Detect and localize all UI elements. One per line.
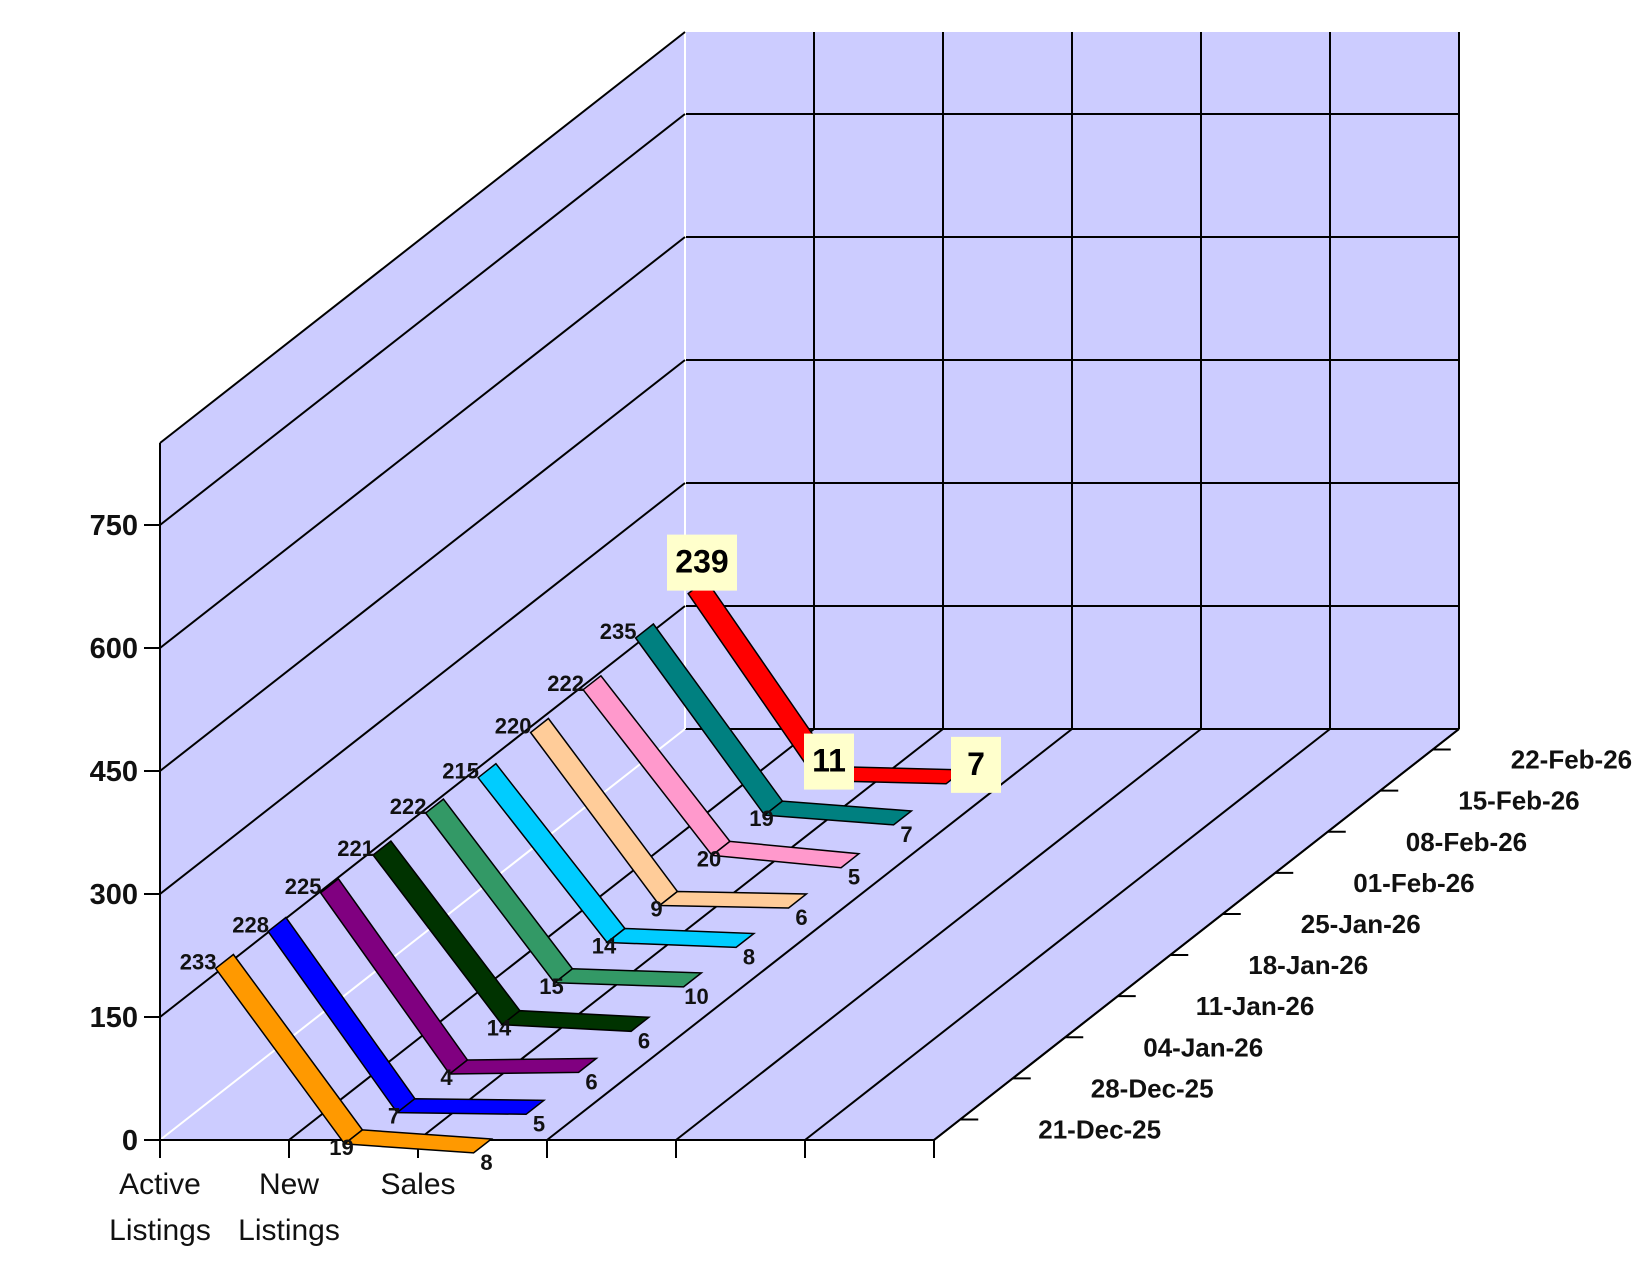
series-segment [342, 1129, 494, 1154]
depth-tick-label: 04-Jan-26 [1143, 1032, 1263, 1062]
series-21-Dec-25 [214, 953, 494, 1154]
x-tick-label-line: Sales [380, 1168, 455, 1201]
data-label: 7 [388, 1104, 400, 1129]
side-wall-grid [159, 605, 686, 1018]
series-04-Jan-26 [319, 877, 599, 1076]
series-18-Jan-26 [424, 798, 704, 988]
series-segment [605, 927, 756, 949]
data-label: 19 [329, 1135, 353, 1160]
data-label: 235 [600, 619, 637, 644]
data-label: 6 [795, 905, 807, 930]
data-label: 4 [440, 1065, 453, 1090]
chart-axes: 0 150 300 450 600 750 Active Listings New Listing… [90, 443, 1632, 1247]
x-tick-label-line: New [259, 1168, 319, 1201]
data-label: 222 [547, 671, 584, 696]
data-label: 11 [812, 743, 846, 779]
data-label: 15 [539, 974, 563, 999]
floor-grid [675, 728, 1202, 1141]
side-wall-top-grid [159, 31, 686, 444]
x-tick-label-line: Listings [238, 1214, 340, 1247]
chart-data-labels: 239 11 7 235 19 7 222 20 5 220 9 6 215 14 8 222 15 10 221 1… [180, 534, 1001, 1175]
depth-tick-label: 21-Dec-25 [1038, 1114, 1161, 1144]
series-segment [500, 1009, 651, 1033]
y-tick-label: 600 [90, 633, 138, 665]
depth-tick-label: 28-Dec-25 [1091, 1073, 1214, 1103]
data-label: 239 [675, 544, 728, 580]
depth-tick-label: 15-Feb-26 [1458, 786, 1579, 816]
y-tick-label: 0 [122, 1125, 138, 1157]
data-label: 8 [480, 1150, 492, 1175]
data-label: 6 [585, 1069, 597, 1094]
depth-tick-label: 01-Feb-26 [1353, 868, 1474, 898]
series-segment [657, 890, 809, 909]
data-label: 7 [900, 822, 912, 847]
data-label: 225 [285, 874, 322, 899]
depth-tick-label: 11-Jan-26 [1196, 991, 1315, 1021]
data-label: 215 [442, 759, 479, 784]
depth-tick-label: 08-Feb-26 [1406, 827, 1527, 857]
side-wall-grid [159, 482, 686, 895]
data-label: 9 [650, 897, 662, 922]
series-segment [762, 800, 914, 826]
data-label: 7 [967, 746, 985, 782]
series-segment [710, 840, 861, 869]
side-wall-grid [159, 113, 686, 526]
depth-axis-line [933, 728, 1460, 1141]
floor-grid [804, 728, 1331, 1141]
x-tick-label: New Listings [238, 1168, 340, 1247]
data-label: 5 [848, 865, 860, 890]
data-label: 8 [743, 944, 755, 969]
x-tick-label: Active Listings [109, 1168, 211, 1247]
y-tick-label: 150 [90, 1002, 138, 1034]
depth-tick-label: 18-Jan-26 [1248, 950, 1368, 980]
series-28-Dec-25 [267, 916, 547, 1116]
side-wall [160, 32, 685, 1140]
series-segment [552, 968, 704, 988]
depth-tick-label: 22-Feb-26 [1511, 745, 1632, 775]
floor-grid [546, 728, 1073, 1141]
series-11-Jan-26 [372, 839, 651, 1033]
side-wall-grid [159, 359, 686, 772]
data-label: 14 [592, 934, 617, 959]
data-label: 221 [337, 836, 374, 861]
data-label: 222 [390, 794, 427, 819]
data-label: 10 [684, 984, 708, 1009]
data-label: 14 [487, 1016, 512, 1041]
highlight-label-bg [667, 534, 737, 591]
data-label: 19 [749, 806, 773, 831]
depth-tick-label: 25-Jan-26 [1301, 909, 1421, 939]
x-tick-label-line: Active [119, 1168, 201, 1201]
highlight-label-bg [951, 736, 1001, 793]
series-25-Jan-26 [477, 762, 756, 949]
y-tick-label: 750 [90, 510, 138, 542]
series-01-Feb-26 [529, 717, 809, 909]
data-label: 220 [495, 714, 532, 739]
side-wall-grid [159, 236, 686, 649]
series-segment [447, 1057, 599, 1075]
series-segment [394, 1097, 547, 1116]
data-label: 228 [232, 912, 269, 937]
y-tick-label: 450 [90, 756, 138, 788]
y-tick-label: 300 [90, 879, 138, 911]
highlight-label-bg [804, 733, 854, 790]
series-08-Feb-26 [582, 674, 861, 869]
series-15-Feb-26 [634, 622, 914, 826]
data-label: 5 [533, 1111, 545, 1136]
data-label: 6 [638, 1028, 650, 1053]
x-tick-label: Sales [380, 1168, 455, 1201]
data-label: 233 [180, 949, 217, 974]
x-tick-label-line: Listings [109, 1214, 211, 1247]
data-label: 20 [697, 846, 721, 871]
